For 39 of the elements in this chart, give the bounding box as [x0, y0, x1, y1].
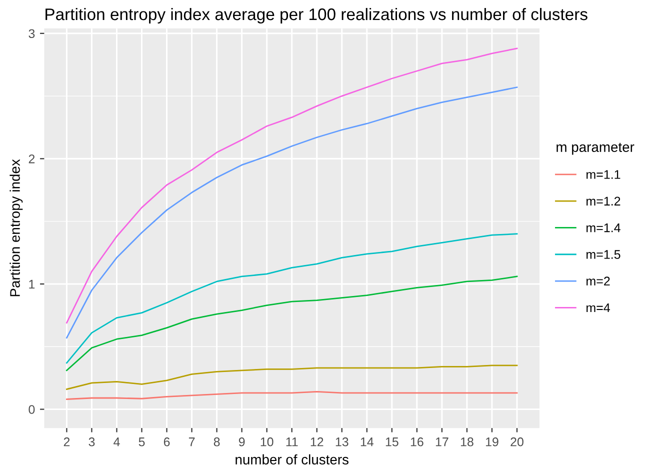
x-tick-label: 15 — [386, 438, 398, 446]
x-tick-label: 8 — [214, 437, 220, 446]
y-axis-title: Partition entropy index — [10, 159, 23, 296]
legend-label: m=1.5 — [586, 250, 620, 259]
legend-label: m=1.4 — [586, 224, 620, 232]
x-tick-label: 16 — [410, 437, 424, 446]
legend-label: m=4 — [586, 303, 610, 312]
line-series — [66, 391, 518, 400]
line-series — [66, 86, 518, 339]
x-tick-label: 10 — [260, 437, 274, 446]
x-tick-label: 12 — [310, 437, 324, 446]
y-tick-label: 3 — [28, 29, 35, 38]
y-tick-label: 0 — [28, 405, 35, 414]
x-tick-label: 20 — [510, 437, 524, 446]
x-tick-label: 13 — [336, 437, 348, 446]
legend-title: m parameter — [556, 142, 634, 155]
x-axis-title: number of clusters — [236, 454, 348, 465]
y-tick-label: 2 — [28, 154, 35, 164]
x-tick-label: 7 — [188, 438, 195, 446]
line-series — [66, 233, 518, 364]
x-tick-label: 14 — [360, 438, 374, 446]
legend-label: m=1.2 — [586, 196, 620, 206]
line-series — [66, 48, 518, 324]
x-tick-label: 9 — [238, 437, 245, 446]
x-tick-label: 4 — [114, 438, 120, 446]
chart-title: Partition entropy index average per 100 realizations vs number of clusters — [46, 8, 588, 24]
x-tick-label: 19 — [486, 437, 498, 446]
y-tick-label: 1 — [29, 280, 35, 289]
line-series — [66, 276, 518, 372]
legend-label: m=1.1 — [586, 170, 620, 179]
x-tick-label: 11 — [286, 438, 298, 446]
x-tick-label: 5 — [138, 438, 145, 446]
x-tick-label: 18 — [460, 437, 474, 446]
line-series — [66, 364, 518, 390]
legend-label: m=2 — [586, 276, 610, 286]
x-tick-label: 6 — [164, 437, 170, 446]
x-tick-label: 3 — [88, 437, 95, 446]
x-tick-label: 17 — [436, 438, 448, 446]
x-tick-label: 2 — [64, 437, 70, 446]
